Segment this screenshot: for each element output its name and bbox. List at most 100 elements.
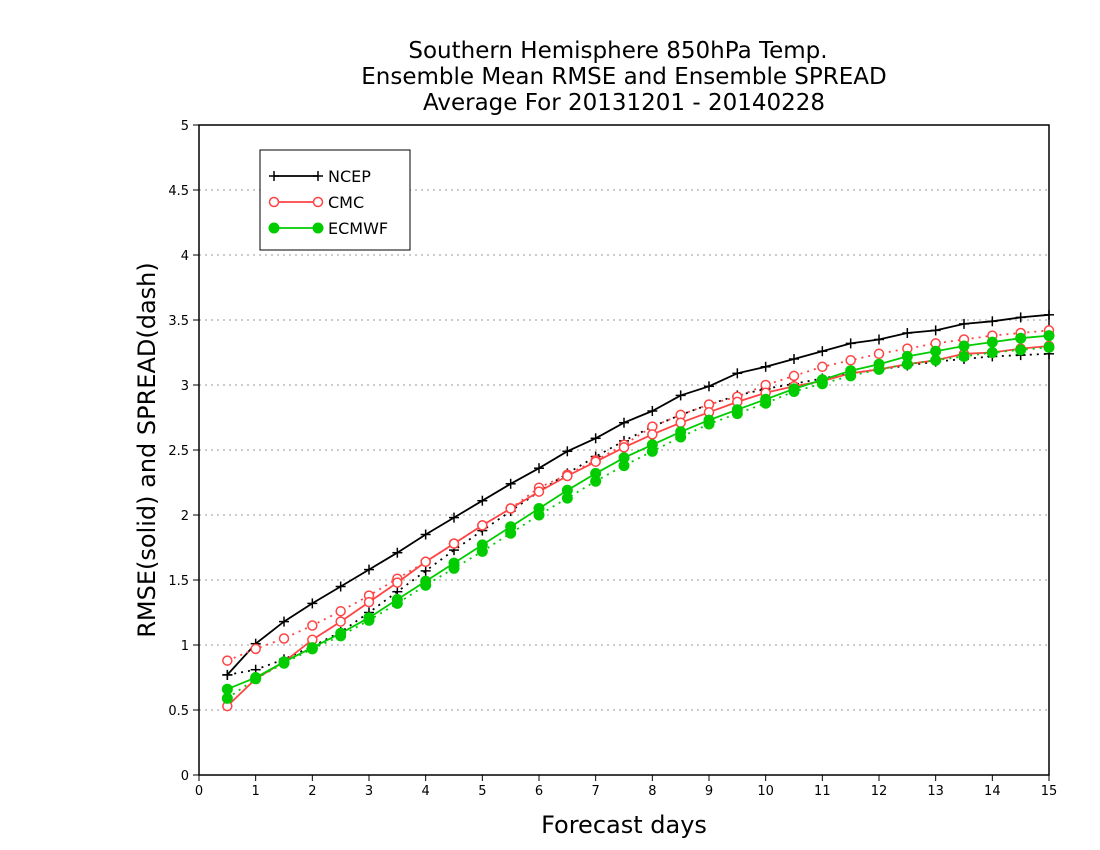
ncep-rmse-point xyxy=(420,529,431,540)
ncep-rmse-point xyxy=(279,616,289,627)
ecmwf-rmse-line xyxy=(226,334,1050,691)
ncep-rmse-point xyxy=(392,547,403,558)
cmc-rmse-point xyxy=(477,520,488,531)
cmc-spread-point xyxy=(873,348,885,360)
ecmwf-rmse-point xyxy=(363,612,375,624)
ecmwf-rmse-point xyxy=(391,594,403,605)
cmc-rmse-point xyxy=(363,596,375,608)
ecmwf-rmse-point xyxy=(901,350,913,362)
ecmwf-rmse-point xyxy=(278,656,290,668)
x-tick-label: 5 xyxy=(478,784,486,799)
axis-ticks: 00.511.522.533.544.550 1 2 3 4 5 6 7 8 9 10 11 12 13 1… xyxy=(168,119,1057,799)
y-tick-label: 2 xyxy=(181,509,189,524)
legend: NCEP CMC ECMWF xyxy=(259,149,411,251)
ecmwf-rmse-point xyxy=(561,484,573,496)
ecmwf-rmse-point xyxy=(250,672,262,683)
cmc-spread-point xyxy=(222,655,233,666)
x-tick-label: 0 xyxy=(195,784,203,799)
chart-title: Southern Hemisphere 850hPa Temp. Ensembl… xyxy=(361,38,886,116)
chart-title-line-3: Average For 20131201 - 20140228 xyxy=(423,90,825,116)
legend-item-ecmwf: ECMWF xyxy=(268,219,388,238)
ecmwf-rmse-point xyxy=(306,642,318,654)
ncep-rmse-point xyxy=(335,581,346,592)
grid-lines xyxy=(199,189,1049,711)
cmc-spread-point xyxy=(335,605,346,617)
chart-title-line-2: Ensemble Mean RMSE and Ensemble SPREAD xyxy=(361,64,886,90)
ncep-rmse-point xyxy=(534,463,544,474)
y-tick-label: 0.5 xyxy=(168,704,189,719)
legend-marker xyxy=(269,171,279,181)
y-tick-label: 4.5 xyxy=(168,184,189,199)
cmc-rmse-point xyxy=(590,456,601,467)
series-layer xyxy=(221,309,1055,712)
ncep-rmse-point xyxy=(845,338,856,349)
cmc-rmse-point xyxy=(647,429,658,440)
ecmwf-spread-point xyxy=(986,347,998,358)
ecmwf-rmse-point xyxy=(675,426,687,438)
cmc-spread-point xyxy=(817,361,828,373)
y-tick-label: 1.5 xyxy=(168,574,189,589)
ecmwf-rmse-point xyxy=(221,683,233,695)
legend-label: ECMWF xyxy=(328,219,388,238)
ecmwf-rmse-point xyxy=(986,336,998,348)
ncep-rmse-point xyxy=(619,417,629,428)
cmc-spread-point xyxy=(278,633,290,644)
x-tick-label: 9 xyxy=(705,784,713,799)
ncep-rmse-point xyxy=(959,318,969,329)
ncep-rmse-point xyxy=(477,495,488,506)
x-tick-label: 2 xyxy=(308,784,316,799)
x-axis-label: Forecast days xyxy=(541,811,707,839)
x-tick-label: 4 xyxy=(422,784,430,799)
ecmwf-rmse-point xyxy=(420,575,432,587)
chart-title-line-1: Southern Hemisphere 850hPa Temp. xyxy=(408,38,827,64)
ecmwf-rmse-point xyxy=(788,383,800,395)
ecmwf-rmse-point xyxy=(335,627,347,639)
cmc-spread-point xyxy=(307,620,318,631)
ecmwf-rmse-point xyxy=(760,393,772,405)
ncep-rmse-point xyxy=(987,316,998,327)
ncep-spread-line xyxy=(227,352,1050,676)
legend-marker xyxy=(312,222,324,234)
ncep-rmse-point xyxy=(817,346,828,357)
y-tick-label: 5 xyxy=(181,119,189,134)
cmc-rmse-line xyxy=(226,345,1050,707)
y-tick-label: 0 xyxy=(181,769,189,784)
y-axis-label: RMSE(solid) and SPREAD(dash) xyxy=(133,262,161,638)
ncep-spread-point xyxy=(420,565,431,576)
legend-marker xyxy=(268,196,280,208)
x-tick-label: 1 xyxy=(252,784,260,799)
ecmwf-spread-point xyxy=(221,692,233,704)
x-tick-label: 8 xyxy=(648,784,656,799)
cmc-rmse-point xyxy=(505,503,516,514)
y-tick-label: 4 xyxy=(181,249,189,264)
ecmwf-spread-point xyxy=(1015,344,1027,356)
cmc-rmse-point xyxy=(562,470,573,482)
cmc-rmse-point xyxy=(618,442,630,453)
ecmwf-rmse-point xyxy=(816,374,828,386)
x-tick-label: 6 xyxy=(535,784,543,799)
ncep-rmse-point xyxy=(1015,312,1026,323)
ecmwf-rmse-point xyxy=(731,404,743,416)
ecmwf-rmse-point xyxy=(1015,332,1027,344)
x-tick-label: 15 xyxy=(1041,784,1058,799)
cmc-rmse-point xyxy=(675,417,686,428)
cmc-spread-line xyxy=(226,329,1050,662)
x-tick-label: 10 xyxy=(757,784,774,799)
ecmwf-rmse-point xyxy=(448,557,460,569)
ecmwf-spread-point xyxy=(930,354,942,366)
ncep-rmse-point xyxy=(449,512,459,523)
ncep-rmse-point xyxy=(760,361,771,372)
x-tick-label: 14 xyxy=(984,784,1001,799)
legend-label: CMC xyxy=(328,193,364,212)
ecmwf-spread-line xyxy=(226,346,1050,700)
ecmwf-rmse-point xyxy=(845,365,857,377)
ecmwf-rmse-point xyxy=(618,452,630,464)
ecmwf-rmse-point xyxy=(533,503,545,514)
cmc-rmse-point xyxy=(392,577,403,588)
cmc-rmse-point xyxy=(420,556,431,568)
ncep-rmse-point xyxy=(704,381,714,392)
ncep-rmse-point xyxy=(307,598,318,609)
legend-marker xyxy=(313,171,323,181)
x-tick-label: 13 xyxy=(927,784,944,799)
y-tick-label: 3 xyxy=(181,379,189,394)
